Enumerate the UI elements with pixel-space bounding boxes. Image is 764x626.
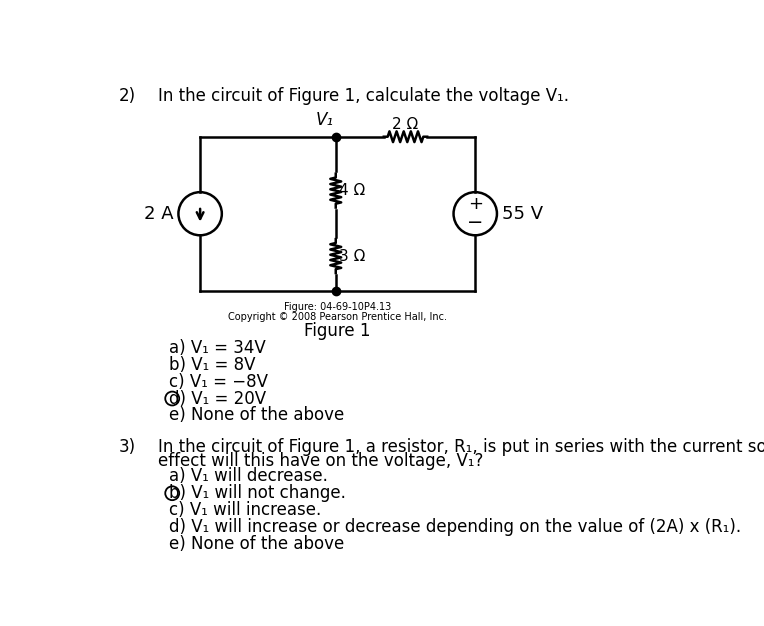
Text: b) V₁ will not change.: b) V₁ will not change.	[169, 485, 346, 502]
Text: 55 V: 55 V	[502, 205, 542, 223]
Text: Copyright © 2008 Pearson Prentice Hall, Inc.: Copyright © 2008 Pearson Prentice Hall, …	[228, 312, 447, 322]
Text: b) V₁ = 8V: b) V₁ = 8V	[169, 356, 256, 374]
Text: Figure: 04-69-10P4.13: Figure: 04-69-10P4.13	[284, 302, 391, 312]
Text: d) V₁ will increase or decrease depending on the value of (2A) x (R₁).: d) V₁ will increase or decrease dependin…	[169, 518, 741, 536]
Text: effect will this have on the voltage, V₁?: effect will this have on the voltage, V₁…	[157, 453, 483, 470]
Text: In the circuit of Figure 1, a resistor, R₁, is put in series with the current so: In the circuit of Figure 1, a resistor, …	[157, 438, 764, 456]
Text: d) V₁ = 20V: d) V₁ = 20V	[169, 389, 266, 408]
Text: In the circuit of Figure 1, calculate the voltage V₁.: In the circuit of Figure 1, calculate th…	[157, 88, 568, 105]
Text: c) V₁ = −8V: c) V₁ = −8V	[169, 372, 268, 391]
Text: e) None of the above: e) None of the above	[169, 406, 345, 424]
Text: 4 Ω: 4 Ω	[339, 183, 365, 198]
Text: a) V₁ = 34V: a) V₁ = 34V	[169, 339, 266, 357]
Text: V₁: V₁	[316, 111, 334, 129]
Text: 3): 3)	[118, 438, 136, 456]
Text: c) V₁ will increase.: c) V₁ will increase.	[169, 501, 322, 519]
Text: a) V₁ will decrease.: a) V₁ will decrease.	[169, 467, 328, 485]
Text: Figure 1: Figure 1	[304, 322, 371, 341]
Text: 2): 2)	[118, 88, 136, 105]
Text: 2 A: 2 A	[144, 205, 173, 223]
Text: 3 Ω: 3 Ω	[339, 249, 365, 264]
Text: +: +	[468, 195, 483, 213]
Text: e) None of the above: e) None of the above	[169, 535, 345, 553]
Text: −: −	[467, 213, 484, 232]
Text: 2 Ω: 2 Ω	[393, 117, 419, 132]
